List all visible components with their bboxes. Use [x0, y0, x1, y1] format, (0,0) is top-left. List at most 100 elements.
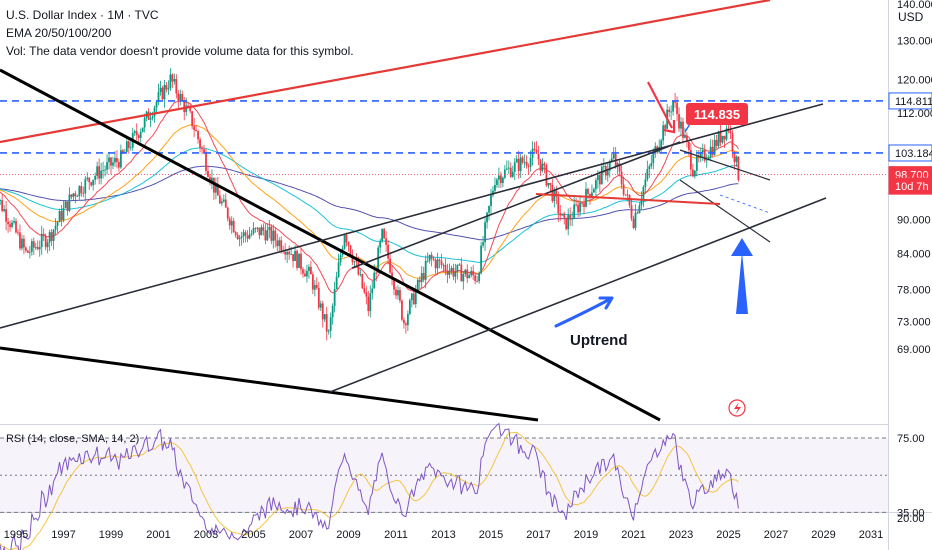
- candle-body: [589, 193, 591, 198]
- candle-body: [319, 303, 322, 308]
- candle-body: [713, 139, 716, 155]
- candle-body: [674, 101, 676, 103]
- channel-upper-line: [0, 103, 824, 329]
- rsi-axis-tick: 75.00: [897, 433, 925, 445]
- candle-body: [587, 188, 589, 194]
- candle-body: [50, 232, 53, 241]
- candle-body: [94, 175, 97, 180]
- candle-body: [246, 235, 249, 239]
- candle-body: [729, 130, 732, 134]
- candle-body: [391, 272, 393, 280]
- candle-body: [381, 229, 384, 242]
- candle-body: [632, 218, 635, 228]
- candle-body: [30, 241, 33, 252]
- candle-body: [268, 226, 271, 230]
- candle-body: [230, 220, 233, 226]
- candle-body: [458, 264, 461, 266]
- candle-body: [565, 217, 568, 230]
- candle-body: [46, 242, 49, 248]
- time-axis-tick: 2027: [764, 529, 788, 541]
- time-axis-tick: 2021: [621, 529, 645, 541]
- candle-body: [302, 269, 304, 274]
- candle-body: [149, 118, 152, 120]
- candle-body: [321, 303, 324, 320]
- candle-body: [311, 274, 314, 290]
- candle-body: [464, 269, 467, 275]
- candle-body: [668, 109, 671, 112]
- candle-body: [571, 218, 574, 220]
- ema-indicator-label[interactable]: EMA 20/50/100/200: [6, 26, 112, 40]
- candle-body: [591, 192, 593, 198]
- candle-body: [525, 161, 528, 166]
- candle-body: [133, 131, 136, 133]
- candle-body: [127, 141, 130, 148]
- candle-body: [373, 272, 376, 289]
- red-arrow-shaft: [647, 81, 673, 129]
- rsi-indicator-label[interactable]: RSI (14, close, SMA, 14, 2): [6, 433, 140, 445]
- candle-body: [114, 157, 116, 163]
- candle-body: [213, 177, 215, 193]
- candle-body: [594, 180, 597, 190]
- candle-body: [472, 271, 475, 276]
- candle-body: [207, 170, 209, 177]
- candle-body: [596, 175, 599, 181]
- candle-body: [205, 153, 207, 171]
- candle-body: [244, 232, 247, 236]
- candle-body: [118, 161, 120, 168]
- candle-body: [691, 169, 694, 177]
- candle-body: [517, 158, 520, 171]
- uptrend-text: Uptrend: [570, 332, 628, 349]
- time-axis-tick: 2001: [146, 529, 170, 541]
- candle-body: [238, 237, 241, 240]
- candle-body: [306, 270, 308, 277]
- candle-body: [494, 184, 496, 191]
- candle-body: [488, 205, 490, 213]
- candle-body: [167, 88, 170, 90]
- candle-body: [563, 213, 566, 218]
- candle-body: [626, 194, 629, 196]
- candle-body: [501, 177, 504, 184]
- candle-body: [193, 126, 196, 130]
- time-axis-tick: 2025: [716, 529, 740, 541]
- candle-body: [116, 157, 118, 162]
- peak-price-label-bg: [686, 103, 748, 125]
- candle-body: [161, 87, 164, 100]
- candle-body: [13, 221, 15, 223]
- candle-body: [54, 225, 57, 230]
- candle-body: [559, 213, 562, 216]
- wedge-dotted-line: [719, 194, 771, 214]
- candle-body: [308, 266, 310, 271]
- volume-indicator-label[interactable]: Vol: The data vendor doesn't provide vol…: [6, 44, 354, 58]
- candle-body: [395, 289, 397, 296]
- candle-body: [181, 94, 184, 101]
- price-axis-tick: 130.000: [897, 35, 932, 47]
- candle-body: [620, 171, 623, 185]
- candle-body: [642, 186, 645, 199]
- candle-body: [705, 159, 708, 161]
- candle-body: [292, 254, 294, 262]
- candle-body: [478, 273, 481, 282]
- candle-body: [323, 314, 326, 320]
- candle-body: [523, 161, 526, 163]
- candle-body: [280, 240, 283, 251]
- candle-body: [650, 163, 653, 167]
- candle-body: [406, 314, 409, 326]
- candle-body: [403, 319, 405, 324]
- ema-50-line: [0, 124, 739, 279]
- candle-body: [701, 149, 704, 153]
- candle-body: [454, 272, 457, 277]
- candle-body: [638, 205, 641, 214]
- candle-body: [250, 233, 253, 235]
- candle-body: [197, 131, 199, 140]
- candle-body: [537, 153, 540, 160]
- candle-body: [725, 128, 728, 140]
- candle-body: [375, 272, 378, 274]
- candle-body: [157, 91, 160, 102]
- candle-body: [357, 262, 360, 275]
- candle-body: [608, 161, 611, 171]
- candle-body: [112, 162, 114, 166]
- candle-body: [693, 170, 696, 177]
- candle-body: [486, 212, 488, 223]
- candle-body: [581, 202, 583, 204]
